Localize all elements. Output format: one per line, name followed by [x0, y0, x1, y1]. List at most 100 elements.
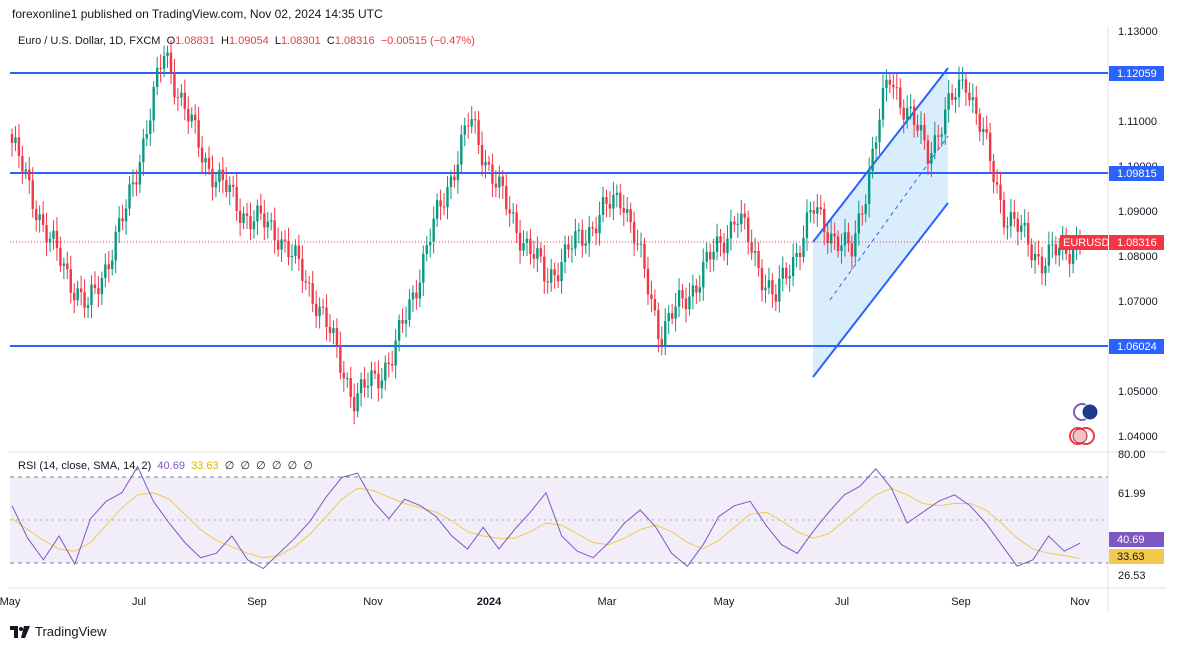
candle [553, 269, 556, 276]
candle [843, 232, 847, 246]
empty-value: ∅ [224, 460, 235, 472]
candle [736, 224, 740, 226]
candle [470, 119, 473, 127]
event-icons[interactable] [1069, 403, 1099, 445]
candle [467, 125, 470, 127]
candle [864, 203, 867, 215]
sma-legend-value: 33.63 [191, 460, 219, 472]
candle [760, 267, 764, 291]
candle [708, 251, 712, 260]
candle [919, 124, 923, 131]
candle [498, 176, 501, 188]
candle [128, 184, 131, 209]
empty-value: ∅ [256, 460, 266, 472]
rsi-line [11, 465, 1081, 570]
candle [142, 138, 145, 163]
empty-value: ∅ [287, 460, 298, 472]
candle [874, 142, 878, 149]
candle [418, 282, 422, 299]
us-flag-icon [1072, 428, 1088, 444]
candle [805, 212, 809, 238]
candle [308, 282, 311, 284]
rsi-label[interactable]: RSI (14, close, SMA, 14, 2) [18, 460, 152, 472]
candle [643, 243, 646, 269]
candle [24, 169, 28, 172]
candle [266, 221, 269, 228]
x-tick: May [0, 596, 21, 608]
candle [380, 380, 384, 389]
candle [764, 287, 767, 291]
symbol-label[interactable]: Euro / U.S. Dollar, 1D, FXCM [18, 35, 161, 47]
candle [352, 397, 356, 412]
candle [314, 303, 318, 317]
candle [1023, 222, 1026, 226]
sma-line [11, 487, 1081, 559]
candle [1020, 225, 1023, 232]
open-value: 1.08831 [175, 35, 215, 47]
candle [332, 328, 335, 334]
candle [1058, 247, 1061, 256]
candle [487, 161, 491, 165]
candle [446, 186, 449, 208]
y-tick: 1.08000 [1118, 251, 1158, 263]
candle [394, 340, 397, 366]
candle [152, 86, 155, 121]
candle [449, 176, 453, 187]
candle [895, 87, 899, 89]
candle [377, 373, 380, 389]
candle [48, 238, 52, 243]
publisher-caption: forexonline1 published on TradingView.co… [12, 7, 383, 21]
low-label: L [274, 35, 281, 47]
candle [549, 269, 553, 283]
candle [518, 232, 522, 251]
high-value: 1.09054 [228, 35, 269, 47]
candle [950, 93, 954, 100]
candle [425, 245, 428, 254]
candle [912, 106, 916, 125]
candle [567, 244, 570, 250]
candle [826, 232, 829, 244]
empty-value: ∅ [240, 460, 251, 472]
candle [536, 248, 539, 259]
candle [463, 125, 466, 135]
candle [812, 210, 816, 214]
candle [588, 227, 591, 244]
candle [456, 164, 460, 181]
candle [674, 306, 677, 319]
candle [501, 176, 504, 186]
candle [767, 280, 771, 288]
candle [204, 157, 207, 163]
candle [187, 108, 190, 122]
y-tick: 1.11000 [1118, 116, 1157, 128]
candle [947, 93, 950, 110]
candle [802, 237, 805, 258]
candle [836, 236, 840, 251]
candle [14, 137, 17, 144]
candle [86, 305, 90, 308]
candle [339, 345, 342, 373]
y-tick: 1.09000 [1118, 206, 1158, 218]
candle [961, 79, 964, 81]
candle [318, 306, 321, 317]
candle [667, 313, 670, 322]
candle [66, 263, 69, 270]
candle [750, 242, 753, 253]
candle [854, 233, 857, 257]
candle [484, 161, 487, 166]
candle [304, 281, 307, 283]
candle [1040, 256, 1044, 274]
candle [885, 79, 888, 88]
empty-value: ∅ [303, 460, 313, 472]
level-tag-bg [1109, 166, 1164, 181]
x-tick: Nov [363, 596, 383, 608]
tradingview-logo[interactable]: TradingView [10, 624, 107, 639]
candle [722, 242, 726, 254]
candle [363, 379, 366, 388]
candle [183, 92, 187, 109]
channel-lower-line [812, 202, 949, 378]
candle [992, 161, 995, 183]
candle [83, 292, 86, 308]
candle [515, 212, 518, 233]
candle [169, 52, 173, 73]
